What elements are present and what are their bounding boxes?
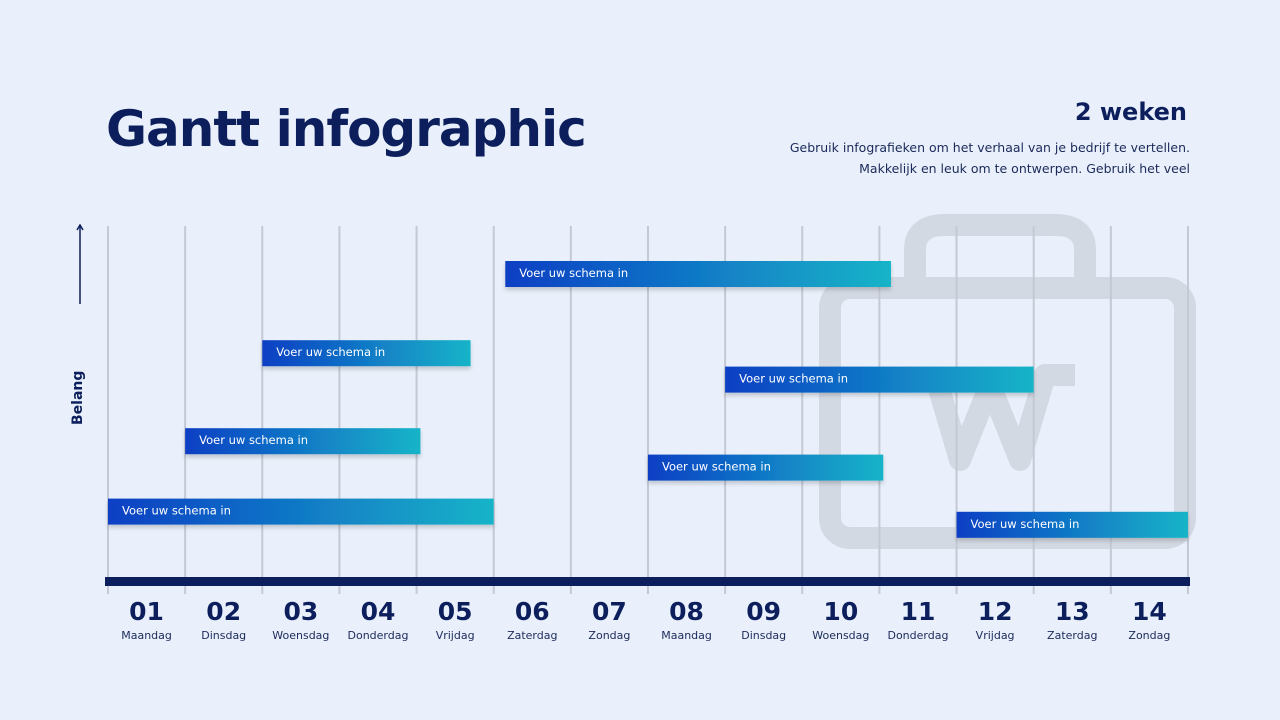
x-axis-line	[105, 577, 1190, 586]
day-name: Vrijdag	[436, 629, 475, 642]
day-name: Zondag	[588, 629, 630, 642]
task-bar-rect[interactable]	[956, 511, 1188, 538]
subtitle-line-2: Makkelijk en leuk om te ontwerpen. Gebru…	[859, 161, 1190, 176]
task-bar-rect[interactable]	[505, 261, 891, 287]
task-bar[interactable]: Voer uw schema in	[647, 454, 884, 481]
day-name: Dinsdag	[741, 629, 786, 642]
day-number: 01	[129, 597, 164, 626]
task-bar-rect[interactable]	[647, 454, 884, 481]
day-number: 02	[206, 597, 241, 626]
task-bar[interactable]: Voer uw schema in	[262, 340, 471, 367]
task-label: Voer uw schema in	[739, 372, 848, 386]
day-name: Maandag	[661, 629, 712, 642]
task-bar-rect[interactable]	[185, 428, 421, 455]
day-number: 13	[1055, 597, 1090, 626]
day-number: 07	[592, 597, 627, 626]
task-label: Voer uw schema in	[276, 345, 385, 359]
task-bar[interactable]: Voer uw schema in	[725, 366, 1034, 393]
day-number: 04	[361, 597, 396, 626]
day-number: 11	[901, 597, 936, 626]
day-number: 05	[438, 597, 473, 626]
day-name: Zaterdag	[507, 629, 557, 642]
task-bar[interactable]: Voer uw schema in	[956, 511, 1188, 538]
subtitle-line-1: Gebruik infografieken om het verhaal van…	[789, 140, 1190, 155]
task-bar-rect[interactable]	[725, 366, 1034, 393]
day-name: Dinsdag	[201, 629, 246, 642]
day-number: 03	[283, 597, 318, 626]
day-number: 12	[978, 597, 1013, 626]
task-label: Voer uw schema in	[971, 517, 1080, 531]
day-name: Donderdag	[348, 629, 409, 642]
day-number: 06	[515, 597, 550, 626]
subtitle-heading: 2 weken	[1074, 98, 1187, 126]
page-title: Gantt infographic	[106, 100, 587, 158]
day-number: 09	[746, 597, 781, 626]
subtitle-text: Gebruik infografieken om het verhaal van…	[690, 137, 1190, 179]
day-number: 14	[1132, 597, 1167, 626]
day-name: Vrijdag	[976, 629, 1015, 642]
task-bar[interactable]: Voer uw schema in	[505, 261, 891, 287]
task-label: Voer uw schema in	[519, 266, 628, 280]
task-label: Voer uw schema in	[662, 460, 771, 474]
day-number: 10	[823, 597, 858, 626]
arrow-up-icon	[76, 224, 84, 304]
task-bar-rect[interactable]	[262, 340, 471, 367]
task-bar[interactable]: Voer uw schema in	[185, 428, 421, 455]
task-bar-rect[interactable]	[108, 498, 494, 525]
day-name: Maandag	[121, 629, 172, 642]
day-name: Donderdag	[887, 629, 948, 642]
task-bar[interactable]: Voer uw schema in	[108, 498, 494, 525]
day-name: Zaterdag	[1047, 629, 1097, 642]
task-label: Voer uw schema in	[199, 433, 308, 447]
task-label: Voer uw schema in	[122, 504, 231, 518]
day-name: Woensdag	[812, 629, 869, 642]
day-name: Woensdag	[272, 629, 329, 642]
day-number: 08	[669, 597, 704, 626]
day-name: Zondag	[1128, 629, 1170, 642]
